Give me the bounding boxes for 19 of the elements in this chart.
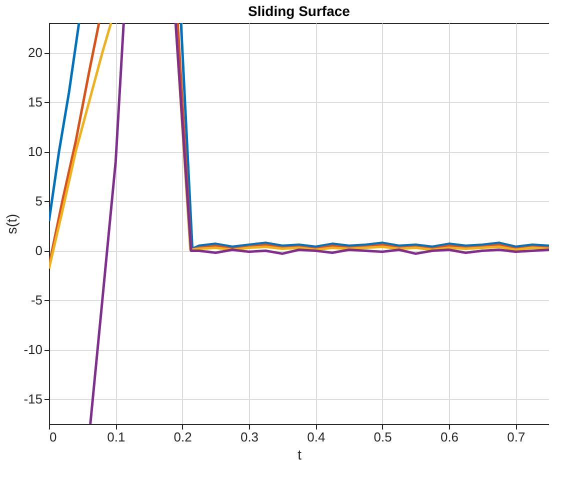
x-tick-label: 0.6 [440, 430, 459, 444]
chart-title: Sliding Surface [248, 3, 350, 19]
y-tick-label: -5 [30, 292, 42, 308]
x-tick-label: 0 [50, 430, 57, 444]
x-tick-label: 0.4 [307, 430, 326, 444]
y-tick-label: 15 [28, 94, 42, 110]
x-tick-label: 0.1 [107, 430, 126, 444]
y-axis-title: s(t) [4, 214, 20, 234]
x-tick-label: 0.7 [507, 430, 526, 444]
y-tick-label: -15 [24, 392, 42, 407]
y-tick-label: -10 [24, 342, 42, 358]
y-tick-label: 5 [35, 194, 42, 209]
x-tick-label: 0.3 [240, 430, 259, 444]
y-tick-label: 0 [35, 243, 42, 258]
x-tick-label: 0.2 [174, 430, 192, 444]
x-tick-label: 0.5 [374, 430, 392, 444]
y-tick-label: 10 [28, 144, 42, 160]
x-axis-title: t [298, 446, 302, 462]
y-tick-label: 20 [28, 45, 42, 60]
